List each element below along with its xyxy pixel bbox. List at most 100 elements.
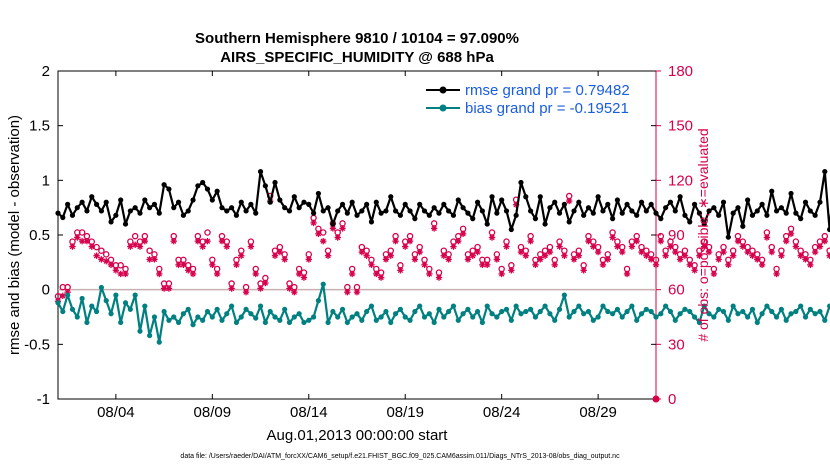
bias-point <box>706 311 712 317</box>
obs-evaluated-point <box>493 256 501 263</box>
asterisk-stroke <box>542 253 548 259</box>
asterisk-stroke <box>199 243 206 250</box>
asterisk-stroke <box>108 262 114 268</box>
asterisk-stroke <box>793 243 799 250</box>
obs-evaluated-point <box>310 219 317 227</box>
obs-evaluated-point <box>83 237 91 245</box>
asterisk-stroke <box>257 285 264 292</box>
rmse-point <box>590 210 596 216</box>
asterisk-stroke <box>489 234 495 241</box>
asterisk-stroke <box>609 234 616 241</box>
asterisk-stroke <box>691 267 698 273</box>
data-file-footnote: data file: /Users/raeder/DAI/ATM_forcXX/… <box>180 453 620 460</box>
obs-evaluated-point <box>725 261 732 269</box>
asterisk-stroke <box>272 253 278 259</box>
obs-evaluated-point <box>701 243 708 250</box>
bias-point <box>60 308 66 315</box>
rmse-point <box>523 194 529 200</box>
rmse-point <box>667 199 674 205</box>
obs-evaluated-point <box>98 256 105 263</box>
bias-point <box>450 303 457 309</box>
bias-point <box>658 311 664 317</box>
bias-point <box>151 314 158 320</box>
rmse-point <box>397 212 404 218</box>
rmse-point <box>759 201 765 207</box>
bias-point <box>243 306 249 312</box>
rmse-point <box>585 205 592 211</box>
bias-point <box>455 317 461 323</box>
asterisk-stroke <box>431 225 437 232</box>
rmse-point <box>60 214 66 221</box>
obs-evaluated-point <box>93 252 100 259</box>
rmse-point <box>556 210 563 216</box>
bias-point <box>614 306 621 312</box>
rmse-point <box>528 208 534 214</box>
obs-evaluated-point <box>647 256 655 263</box>
rmse-point <box>508 226 514 233</box>
obs-evaluated-point <box>363 252 370 259</box>
obs-evaluated-point <box>199 243 206 250</box>
asterisk-stroke <box>301 274 307 281</box>
rmse-point <box>233 212 240 218</box>
bias-point <box>383 308 389 315</box>
rmse-point <box>706 208 712 214</box>
asterisk-stroke <box>402 243 408 250</box>
bias-point <box>571 308 577 315</box>
bias-point <box>277 317 283 323</box>
bias-point <box>325 319 331 326</box>
rmse-point <box>513 212 519 218</box>
obs-evaluated-point <box>474 248 481 256</box>
rmse-point <box>291 194 297 200</box>
asterisk-stroke <box>383 256 389 263</box>
rmse-point <box>84 208 90 214</box>
bias-point <box>93 308 100 315</box>
obs-evaluated-point <box>686 261 693 269</box>
bias-point <box>180 311 186 317</box>
rmse-point <box>161 182 167 188</box>
obs-evaluated-point <box>88 243 95 250</box>
obs-evaluated-point <box>295 270 303 278</box>
rmse-point <box>171 205 177 211</box>
obs-evaluated-point <box>151 256 158 263</box>
obs-evaluated-point <box>141 237 149 245</box>
bias-point <box>740 308 746 315</box>
obs-possible-point <box>98 247 105 254</box>
asterisk-stroke <box>79 238 85 244</box>
obs-evaluated-point <box>455 237 462 245</box>
bias-point <box>359 317 365 323</box>
rmse-point <box>682 212 688 218</box>
bias-point <box>528 306 534 312</box>
bias-point <box>344 319 350 326</box>
bias-point <box>233 319 240 326</box>
rmse-point <box>364 201 370 207</box>
bias-point <box>754 319 760 326</box>
rmse-point <box>388 194 394 200</box>
right-tick-label: 180 <box>668 63 693 80</box>
obs-evaluated-point <box>334 234 341 241</box>
obs-evaluated-point <box>532 261 539 269</box>
bias-point <box>108 311 114 317</box>
plot-area <box>57 70 657 400</box>
asterisk-stroke <box>759 262 765 268</box>
obs-evaluated-point <box>676 256 684 263</box>
bias-point <box>397 306 404 312</box>
rmse-point <box>156 210 162 216</box>
obs-evaluated-point <box>734 237 742 245</box>
obs-evaluated-point <box>358 248 366 256</box>
rmse-point <box>200 179 206 186</box>
obs-evaluated-point <box>324 252 332 259</box>
obs-evaluated-point <box>228 285 235 292</box>
obs-evaluated-point <box>792 243 800 250</box>
rmse-point <box>720 199 727 205</box>
bias-point <box>494 314 500 320</box>
bias-point <box>118 319 124 326</box>
rmse-point <box>89 194 95 200</box>
obs-possible-point <box>131 232 139 240</box>
asterisk-stroke <box>523 253 529 259</box>
obs-evaluated-point <box>575 252 583 259</box>
obs-evaluated-point <box>643 252 650 259</box>
rmse-point <box>214 188 220 194</box>
rmse-point <box>740 223 746 229</box>
obs-evaluated-point <box>720 248 727 256</box>
rmse-point <box>638 199 645 205</box>
